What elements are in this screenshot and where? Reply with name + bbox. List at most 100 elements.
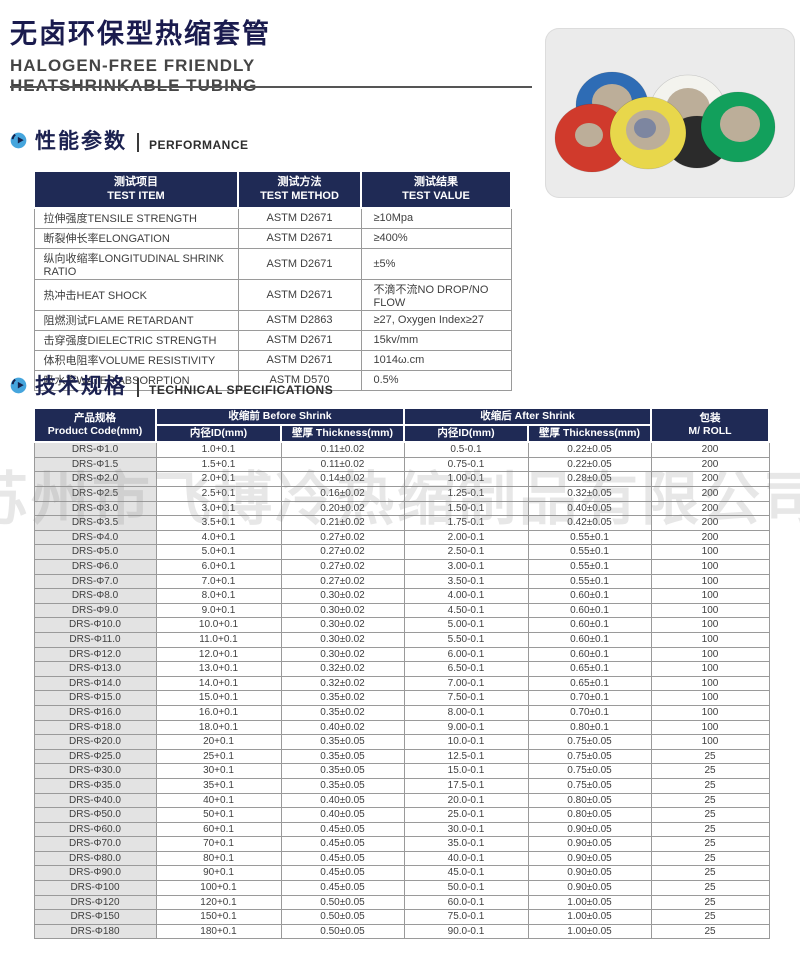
header-test-method: 测试方法 TEST METHOD [237, 170, 362, 209]
table-cell: DRS-Φ50.0 [33, 807, 157, 823]
table-cell: 100 [650, 559, 770, 575]
table-cell: 0.30±0.02 [280, 646, 405, 663]
table-cell: DRS-Φ10.0 [33, 617, 157, 633]
table-row: DRS-Φ120 120+0.1 0.50±0.05 60.0-0.1 1.00±0.0… [33, 894, 770, 911]
table-row: DRS-Φ50.0 50+0.1 0.40±0.05 25.0-0.1 0.80±0.0… [33, 807, 770, 823]
table-cell: 200 [650, 456, 770, 473]
table-cell: 0.22±0.05 [527, 441, 652, 458]
spec-table-body: DRS-Φ1.0 1.0+0.1 0.11±0.02 0.5-0.1 0.22±0.05… [33, 441, 770, 940]
table-cell: 0.75±0.05 [527, 763, 652, 779]
page-header: 无卤环保型热缩套管 HALOGEN-FREE FRIENDLY HEATSHRI… [10, 12, 271, 97]
table-cell: ASTM D2863 [237, 309, 362, 331]
table-cell: 12.5-0.1 [403, 748, 529, 765]
table-cell: 0.80±0.05 [527, 792, 652, 809]
header-product-code: 产品规格 Product Code(mm) [33, 406, 157, 444]
table-cell: 0.14±0.02 [280, 471, 405, 488]
table-cell: 0.90±0.05 [527, 850, 652, 867]
table-cell: 0.45±0.05 [280, 865, 405, 882]
table-cell: 0.5-0.1 [403, 441, 529, 458]
arrow-circle-icon [10, 377, 27, 394]
table-cell: 纵向收缩率LONGITUDINAL SHRINK RATIO [33, 247, 239, 280]
table-cell: 30+0.1 [155, 763, 282, 779]
table-cell: DRS-Φ15.0 [33, 690, 157, 706]
table-cell: 0.60±0.1 [527, 646, 652, 663]
table-cell: 0.35±0.02 [280, 690, 405, 706]
table-cell: DRS-Φ180 [33, 923, 157, 940]
table-cell: DRS-Φ120 [33, 894, 157, 911]
table-row: 纵向收缩率LONGITUDINAL SHRINK RATIO ASTM D2671… [33, 247, 512, 280]
product-photo [545, 28, 795, 198]
table-cell: 0.21±0.02 [280, 515, 405, 531]
table-cell: 1.75-0.1 [403, 515, 529, 531]
table-cell: DRS-Φ6.0 [33, 559, 157, 575]
table-cell: ASTM D570 [237, 369, 362, 391]
table-cell: 1.00-0.1 [403, 471, 529, 488]
table-row: DRS-Φ14.0 14.0+0.1 0.32±0.02 7.00-0.1 0.65±0… [33, 675, 770, 692]
table-cell: DRS-Φ2.0 [33, 471, 157, 488]
table-row: 吸水率WATER ABSORPTION ASTM D570 0.5% [33, 369, 512, 391]
table-cell: 0.32±0.02 [280, 675, 405, 692]
table-cell: 1.0+0.1 [155, 441, 282, 458]
table-cell: ±5% [360, 247, 512, 280]
table-cell: 25 [650, 807, 770, 823]
table-cell: 0.35±0.05 [280, 763, 405, 779]
tubing-roll-red [554, 103, 630, 173]
table-cell: DRS-Φ4.0 [33, 529, 157, 546]
table-cell: 0.65±0.1 [527, 661, 652, 677]
table-row: 击穿强度DIELECTRIC STRENGTH ASTM D2671 15kv/mm [33, 329, 512, 351]
table-cell: 0.75-0.1 [403, 456, 529, 473]
table-cell: 0.35±0.05 [280, 748, 405, 765]
table-cell: DRS-Φ13.0 [33, 661, 157, 677]
table-cell: 拉伸强度TENSILE STRENGTH [33, 207, 239, 229]
table-cell: 0.22±0.05 [527, 456, 652, 473]
table-row: DRS-Φ35.0 35+0.1 0.35±0.05 17.5-0.1 0.75±0.0… [33, 777, 770, 794]
table-cell: 2.0+0.1 [155, 471, 282, 488]
table-cell: 10.0+0.1 [155, 617, 282, 633]
table-cell: 5.00-0.1 [403, 617, 529, 633]
table-cell: 100 [650, 690, 770, 706]
table-cell: 0.60±0.1 [527, 617, 652, 633]
table-cell: 7.50-0.1 [403, 690, 529, 706]
table-row: DRS-Φ40.0 40+0.1 0.40±0.05 20.0-0.1 0.80±0.0… [33, 792, 770, 809]
table-row: DRS-Φ100 100+0.1 0.45±0.05 50.0-0.1 0.90±0.0… [33, 880, 770, 896]
table-cell: 0.40±0.02 [280, 719, 405, 736]
table-cell: DRS-Φ35.0 [33, 777, 157, 794]
table-cell: 25+0.1 [155, 748, 282, 765]
table-row: DRS-Φ30.0 30+0.1 0.35±0.05 15.0-0.1 0.75±0.0… [33, 763, 770, 779]
table-cell: 击穿强度DIELECTRIC STRENGTH [33, 329, 239, 351]
subheader-after-thickness: 壁厚 Thickness(mm) [526, 424, 653, 444]
performance-table: 测试项目 TEST ITEM 测试方法 TEST METHOD 测试结果 TES… [33, 170, 512, 391]
table-cell: 25 [650, 894, 770, 911]
table-cell: 0.35±0.05 [280, 734, 405, 750]
table-cell: 5.0+0.1 [155, 544, 282, 560]
table-cell: DRS-Φ150 [33, 909, 157, 925]
table-cell: 0.35±0.05 [280, 777, 405, 794]
table-row: 体积电阻率VOLUME RESISTIVITY ASTM D2671 1014ω.c… [33, 349, 512, 371]
subheader-before-thickness: 壁厚 Thickness(mm) [280, 424, 405, 444]
table-cell: 体积电阻率VOLUME RESISTIVITY [33, 349, 239, 371]
table-row: DRS-Φ7.0 7.0+0.1 0.27±0.02 3.50-0.1 0.55±0.1… [33, 573, 770, 590]
table-row: DRS-Φ4.0 4.0+0.1 0.27±0.02 2.00-0.1 0.55±0.1… [33, 529, 770, 546]
table-cell: 0.60±0.1 [527, 602, 652, 619]
table-cell: 100 [650, 573, 770, 590]
table-cell: 150+0.1 [155, 909, 282, 925]
specifications-table: 产品规格 Product Code(mm) 收缩前 Before Shrink … [33, 406, 771, 940]
table-row: DRS-Φ18.0 18.0+0.1 0.40±0.02 9.00-0.1 0.80±0… [33, 719, 770, 736]
table-cell: 100 [650, 704, 770, 721]
table-cell: 0.11±0.02 [280, 441, 405, 458]
table-cell: 0.32±0.02 [280, 661, 405, 677]
table-cell: 1.00±0.05 [527, 909, 652, 925]
table-row: DRS-Φ60.0 60+0.1 0.45±0.05 30.0-0.1 0.90±0.0… [33, 821, 770, 838]
table-row: DRS-Φ150 150+0.1 0.50±0.05 75.0-0.1 1.00±0.0… [33, 909, 770, 925]
table-row: DRS-Φ5.0 5.0+0.1 0.27±0.02 2.50-0.1 0.55±0.1… [33, 544, 770, 560]
table-cell: 0.45±0.05 [280, 821, 405, 838]
table-cell: 100 [650, 588, 770, 604]
table-cell: 0.20±0.02 [280, 500, 405, 517]
table-cell: 热冲击HEAT SHOCK [33, 278, 239, 311]
table-row: DRS-Φ3.0 3.0+0.1 0.20±0.02 1.50-0.1 0.40±0.0… [33, 500, 770, 517]
table-cell: 0.40±0.05 [280, 807, 405, 823]
table-cell: 20+0.1 [155, 734, 282, 750]
table-cell: 5.50-0.1 [403, 631, 529, 648]
table-cell: DRS-Φ25.0 [33, 748, 157, 765]
